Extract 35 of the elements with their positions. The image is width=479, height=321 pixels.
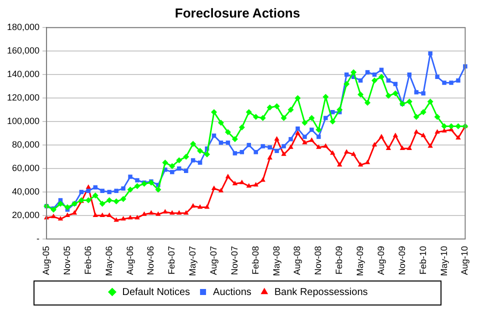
x-tick-label: May-10 (438, 246, 449, 276)
y-tick-label: - (36, 233, 40, 244)
x-tick-label: Feb-07 (166, 246, 177, 275)
x-tick-label: Nov-06 (146, 246, 156, 276)
x-tick-label: Feb-06 (82, 246, 93, 275)
x-tick-label: Nov-07 (229, 246, 240, 276)
x-tick-label: May-09 (355, 246, 366, 276)
y-tick-label: 20,000 (12, 210, 40, 220)
y-tick-label: 160,000 (6, 46, 40, 56)
y-tick-label: 60,000 (12, 163, 40, 174)
x-tick-label: May-06 (104, 246, 114, 276)
y-tick-label: 120,000 (6, 92, 40, 103)
x-tick-label: Feb-08 (250, 246, 260, 275)
x-tick-label: Aug-09 (376, 246, 386, 276)
legend-label: Bank Repossessions (274, 286, 368, 298)
x-tick-label: Aug-06 (124, 246, 135, 276)
x-tick-label: Nov-08 (313, 246, 324, 276)
y-tick-label: 140,000 (6, 69, 40, 80)
x-tick-label: Aug-05 (41, 246, 52, 276)
x-tick-label: Nov-09 (396, 246, 407, 276)
y-tick-label: 80,000 (12, 140, 40, 150)
x-tick-label: Feb-09 (334, 246, 344, 275)
y-tick-label: 180,000 (6, 22, 40, 32)
x-tick-label: Aug-08 (292, 246, 302, 276)
x-tick-label: Aug-10 (460, 246, 470, 276)
x-tick-label: Aug-07 (208, 246, 218, 276)
x-tick-label: Nov-05 (62, 246, 72, 276)
legend-label: Default Notices (122, 286, 190, 298)
y-tick-label: 40,000 (12, 186, 40, 196)
legend-label: Auctions (213, 286, 252, 298)
chart-title: Foreclosure Actions (174, 5, 300, 20)
x-tick-label: May-08 (271, 246, 282, 276)
y-tick-label: 100,000 (6, 116, 40, 126)
x-tick-label: May-07 (188, 246, 198, 276)
x-tick-label: Feb-10 (418, 246, 428, 275)
